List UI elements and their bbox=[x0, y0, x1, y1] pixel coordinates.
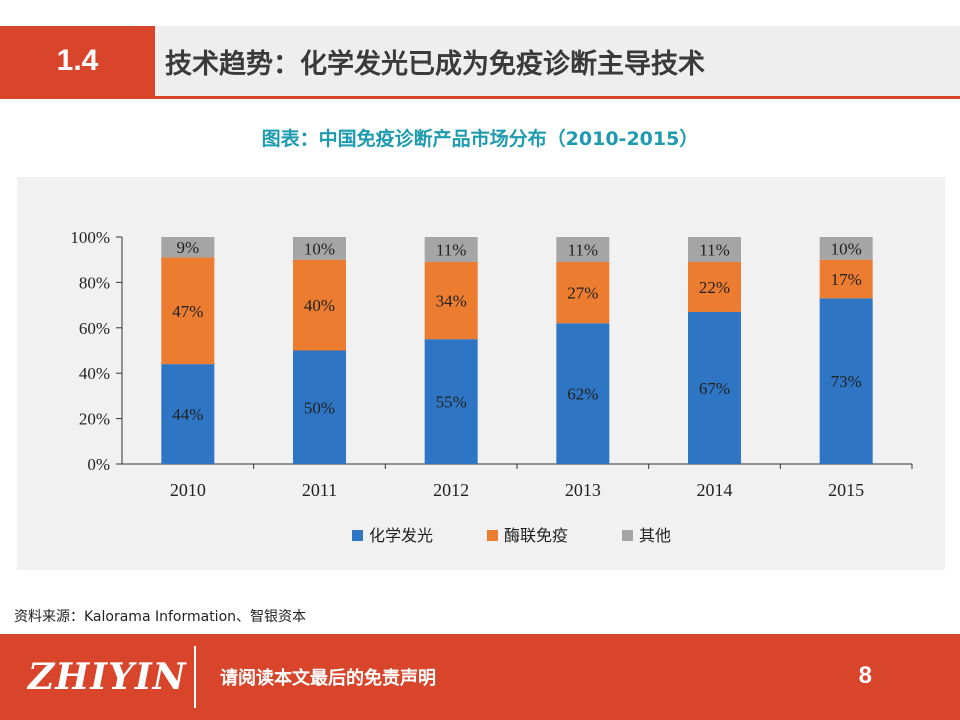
bar-segment bbox=[161, 257, 215, 365]
data-label: 55% bbox=[436, 393, 467, 412]
data-label: 9% bbox=[176, 238, 199, 257]
bar-segment bbox=[819, 259, 873, 299]
chart-subtitle: 图表：中国免疫诊断产品市场分布（2010-2015） bbox=[261, 128, 699, 150]
stacked-bar-chart: 0% 20% 40% 60% 80% 100% 44% 47% 9% 2010 50% 40% 10% 2… bbox=[70, 228, 913, 545]
disclaimer-text: 请阅读本文最后的免责声明 bbox=[220, 668, 436, 689]
bar-segment bbox=[293, 259, 346, 351]
x-tick-label: 2011 bbox=[302, 480, 337, 500]
legend-swatch bbox=[352, 530, 363, 541]
bar-segment bbox=[293, 350, 346, 464]
data-label: 10% bbox=[831, 239, 862, 258]
y-tick-label: 20% bbox=[79, 410, 110, 429]
data-label: 67% bbox=[699, 379, 730, 398]
bar-segment bbox=[161, 364, 215, 464]
data-label: 22% bbox=[699, 278, 730, 297]
data-label: 47% bbox=[172, 302, 203, 321]
data-label: 11% bbox=[568, 240, 599, 259]
y-tick-label: 60% bbox=[79, 319, 110, 338]
bar-segment bbox=[819, 298, 873, 464]
bar-segment bbox=[424, 261, 478, 340]
x-tick-label: 2010 bbox=[170, 480, 206, 500]
legend-label: 其他 bbox=[639, 526, 671, 545]
x-tick-label: 2013 bbox=[565, 480, 601, 500]
data-label: 40% bbox=[304, 296, 335, 315]
y-tick-label: 80% bbox=[79, 273, 110, 292]
bar-segment bbox=[556, 237, 610, 262]
header-divider bbox=[0, 96, 960, 99]
data-label: 11% bbox=[699, 240, 730, 259]
x-tick-label: 2014 bbox=[697, 480, 733, 500]
data-label: 17% bbox=[831, 270, 862, 289]
data-label: 62% bbox=[567, 385, 598, 404]
y-tick-label: 0% bbox=[87, 455, 110, 474]
bar-segment bbox=[688, 261, 741, 312]
data-label: 50% bbox=[304, 398, 335, 417]
page-number: 8 bbox=[858, 662, 872, 689]
chart-panel: 0% 20% 40% 60% 80% 100% 44% 47% 9% 2010 50% 40% 10% 2… bbox=[17, 177, 945, 570]
data-label: 10% bbox=[304, 239, 335, 258]
legend-label: 化学发光 bbox=[369, 526, 433, 545]
page-title: 技术趋势：化学发光已成为免疫诊断主导技术 bbox=[155, 26, 960, 96]
bar-segment bbox=[556, 323, 610, 464]
footer-bar: ZHIYIN 请阅读本文最后的免责声明 8 bbox=[0, 634, 960, 720]
data-label: 34% bbox=[436, 292, 467, 311]
footer-divider bbox=[194, 646, 196, 708]
bar-segment bbox=[424, 339, 478, 464]
bar-segment bbox=[688, 311, 741, 464]
section-number: 1.4 bbox=[0, 26, 155, 96]
legend-swatch bbox=[622, 530, 633, 541]
bar-segment bbox=[819, 237, 873, 260]
bar-segment bbox=[688, 237, 741, 262]
y-tick-label: 40% bbox=[79, 364, 110, 383]
brand-logo: ZHIYIN bbox=[28, 656, 187, 698]
bar-segment bbox=[556, 261, 610, 324]
y-tick-label: 100% bbox=[70, 228, 110, 247]
bar-segment bbox=[293, 237, 346, 260]
legend-swatch bbox=[487, 530, 498, 541]
legend-label: 酶联免疫 bbox=[504, 526, 568, 545]
bar-segment bbox=[161, 237, 215, 258]
source-note: 资料来源：Kalorama Information、智银资本 bbox=[14, 609, 307, 625]
data-label: 11% bbox=[436, 240, 467, 259]
x-tick-label: 2012 bbox=[433, 480, 469, 500]
data-label: 73% bbox=[831, 372, 862, 391]
data-label: 27% bbox=[567, 284, 598, 303]
x-tick-label: 2015 bbox=[828, 480, 864, 500]
data-label: 44% bbox=[172, 405, 203, 424]
bar-segment bbox=[424, 237, 478, 262]
